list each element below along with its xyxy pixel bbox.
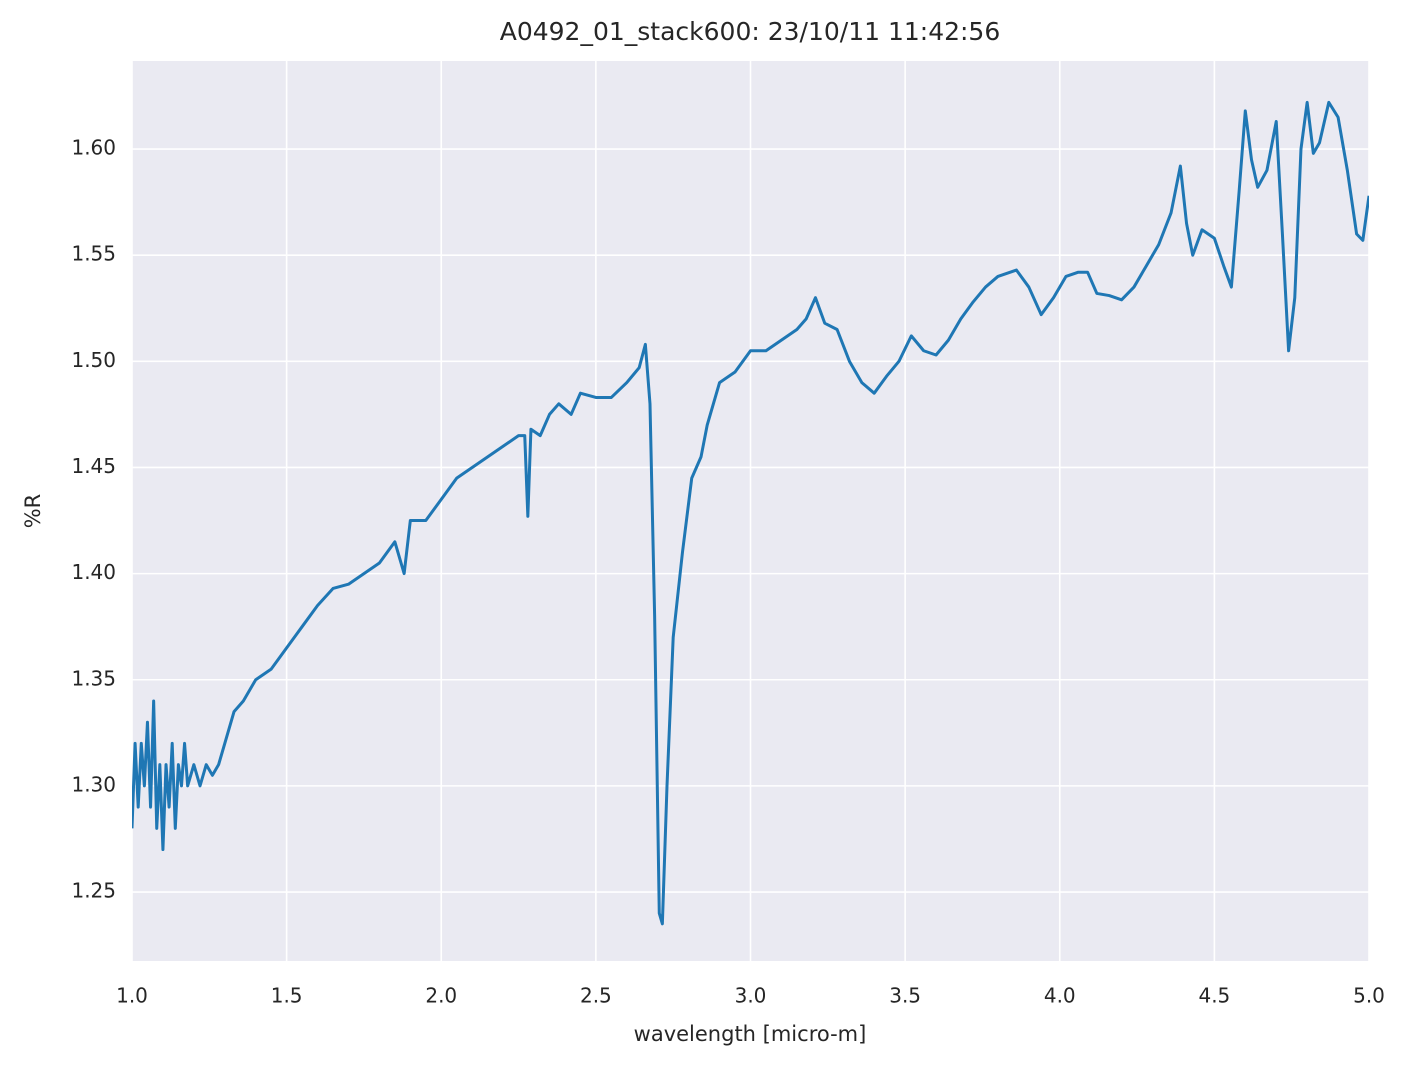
y-tick-label: 1.35 [71, 666, 116, 690]
x-tick-label: 3.5 [889, 984, 921, 1008]
y-tick-label: 1.45 [71, 454, 116, 478]
data-line [132, 100, 1369, 926]
x-tick-label: 2.0 [425, 984, 457, 1008]
x-tick-label: 1.0 [116, 984, 148, 1008]
x-axis-label: wavelength [micro-m] [634, 1022, 867, 1046]
y-tick-label: 1.55 [71, 242, 116, 266]
y-tick-label: 1.30 [71, 772, 116, 796]
y-tick-label: 1.40 [71, 560, 116, 584]
x-tick-label: 2.5 [580, 984, 612, 1008]
y-tick-label: 1.50 [71, 348, 116, 372]
chart-title: A0492_01_stack600: 23/10/11 11:42:56 [500, 17, 1001, 46]
x-tick-label: 4.0 [1044, 984, 1076, 1008]
x-tick-label: 1.5 [271, 984, 303, 1008]
x-tick-label: 3.0 [735, 984, 767, 1008]
x-tick-label: 5.0 [1353, 984, 1385, 1008]
y-tick-label: 1.25 [71, 879, 116, 903]
y-axis-label: %R [21, 494, 45, 529]
x-tick-label: 4.5 [1198, 984, 1230, 1008]
y-tick-label: 1.60 [71, 136, 116, 160]
